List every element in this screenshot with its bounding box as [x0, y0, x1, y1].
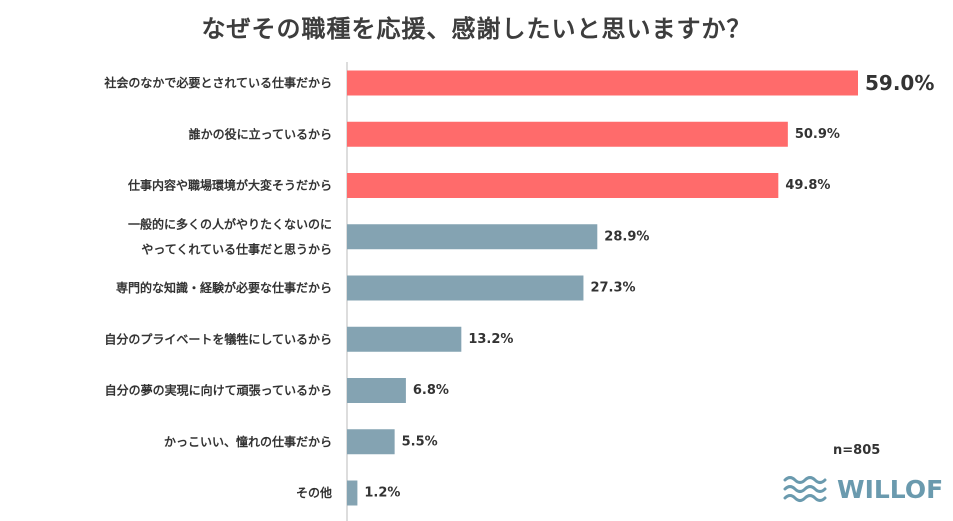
data-label: 28.9%	[604, 229, 649, 244]
chart-title: なぜその職種を応援、感謝したいと思いますか？	[201, 15, 752, 43]
category-label: 社会のなかで必要とされている仕事だから	[103, 75, 332, 90]
data-label: 13.2%	[468, 332, 513, 347]
category-label: 誰かの役に立っているから	[189, 126, 332, 141]
bar	[347, 480, 358, 506]
category-label: 自分の夢の実現に向けて頑張っているから	[105, 383, 332, 398]
bar	[347, 70, 858, 96]
logo-text: WILLOF	[837, 474, 944, 504]
data-label: 6.8%	[413, 383, 449, 398]
data-label: 1.2%	[364, 486, 400, 501]
data-label: 5.5%	[402, 434, 438, 449]
bar	[347, 326, 462, 352]
bar	[347, 275, 584, 301]
bar	[347, 378, 406, 403]
category-label: 専門的な知識・経験が必要な仕事だから	[116, 280, 332, 295]
wave-icon	[783, 476, 827, 502]
willof-logo: WILLOF	[783, 474, 943, 504]
data-label: 27.3%	[590, 281, 635, 296]
category-label: 自分のプライベートを犠牲にしているから	[104, 331, 332, 346]
sample-size-label: n=805	[833, 443, 881, 458]
bar	[347, 121, 788, 147]
bar	[347, 224, 598, 250]
bar	[347, 429, 395, 455]
category-label: かっこいい、憧れの仕事だから	[164, 434, 332, 449]
category-label: 一般的に多くの人がやりたくないのにやってくれている仕事だと思うから	[128, 216, 332, 256]
bar	[347, 173, 779, 198]
data-label: 49.8%	[785, 178, 830, 193]
data-label: 50.9%	[795, 127, 840, 142]
category-label: 仕事内容や職場環境が大変そうだから	[127, 178, 332, 193]
data-label: 59.0%	[865, 71, 934, 95]
category-label: その他	[296, 485, 332, 500]
